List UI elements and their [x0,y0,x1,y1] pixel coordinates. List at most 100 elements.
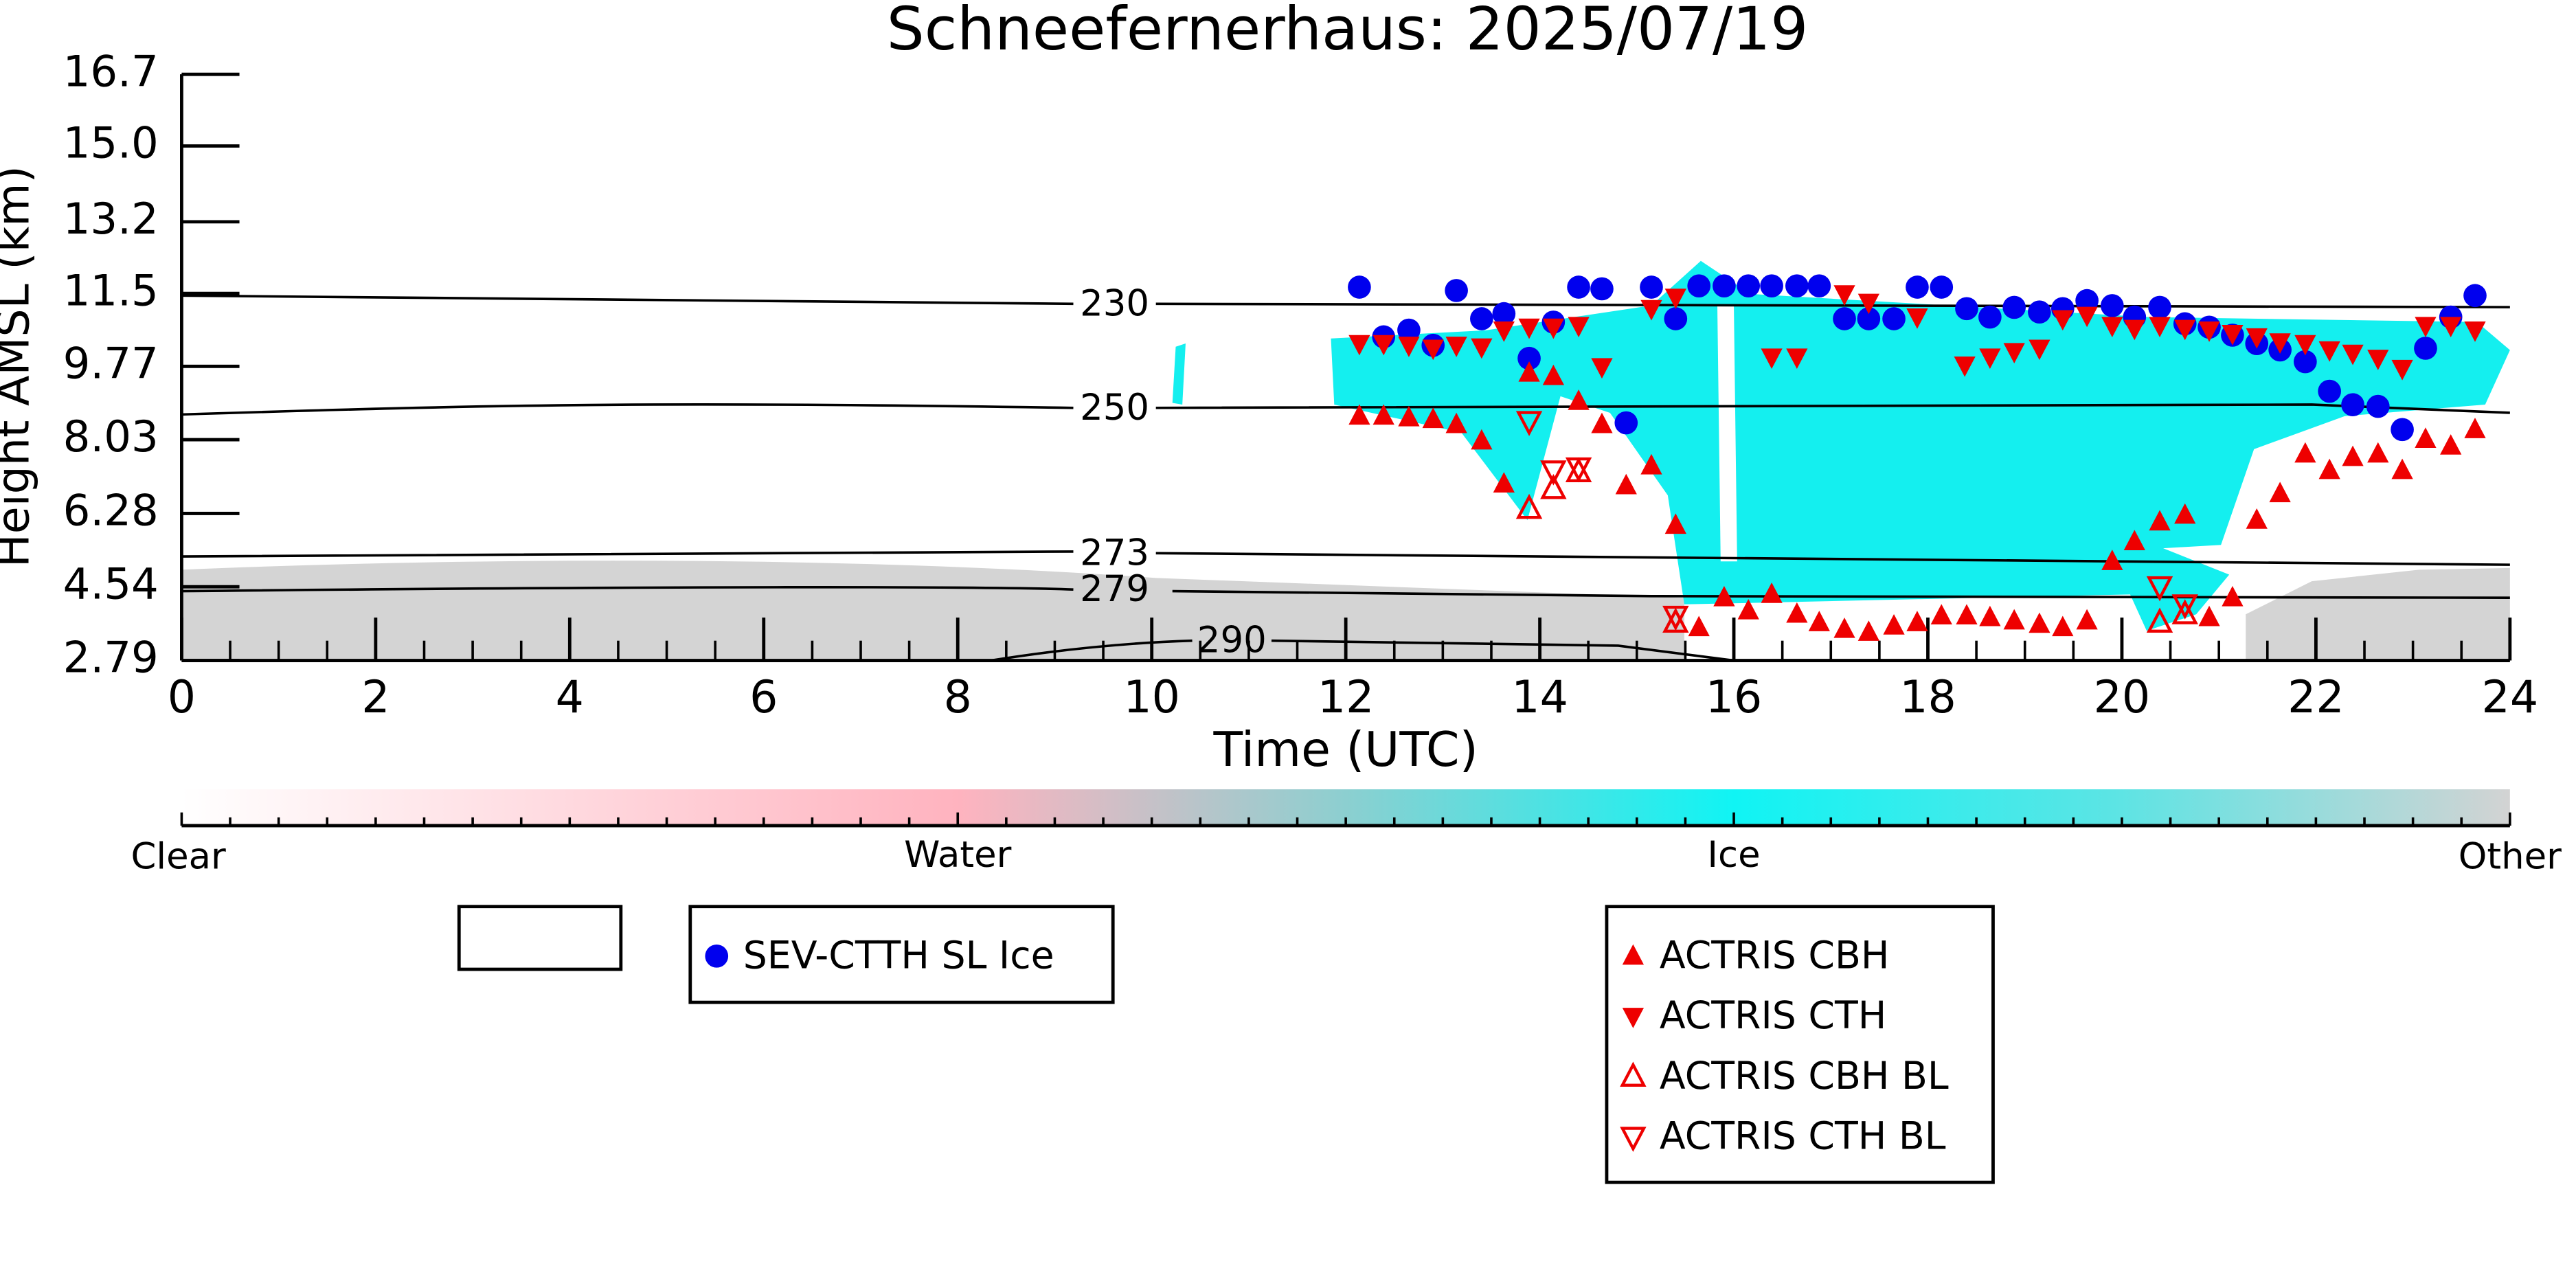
data-point [1565,457,1592,483]
data-point [1348,335,1370,356]
data-point [1517,346,1541,370]
data-point [2440,434,2462,455]
data-point [1397,318,1421,342]
data-point [1398,337,1420,357]
data-point [2029,339,2050,361]
contour-label: 273 [1080,532,1149,574]
data-point [1515,493,1543,519]
data-point [1906,308,1928,329]
data-point [1857,307,1881,330]
data-point [2174,503,2196,524]
data-point [1883,614,1905,635]
x-tick-label: 12 [1318,672,1375,723]
data-point [1713,585,1735,607]
x-tick-label: 14 [1511,672,1568,723]
legend-label: ACTRIS CBH BL [1660,1054,1949,1098]
data-point [1518,361,1540,382]
data-point [1568,389,1590,410]
data-point [1956,604,1978,625]
legend-marker [1622,1008,1645,1028]
data-point [2294,335,2316,356]
data-point [1640,300,1662,321]
legend-box [1605,905,1995,1184]
data-point [1857,293,1879,315]
y-tick-label: 6.28 [63,486,159,536]
data-point [1542,318,1564,339]
contour-line [181,550,2510,566]
data-point [2198,605,2220,626]
data-point [1930,275,1954,299]
data-point [2123,319,2145,341]
data-point [1471,338,1493,359]
data-point [2391,418,2414,442]
data-point [2100,294,2124,317]
data-point [1591,358,1613,379]
data-point [2146,607,2173,633]
x-tick-label: 6 [749,672,778,723]
other-region [2246,567,2510,661]
data-point [1737,598,1759,620]
data-point [1737,274,1761,297]
data-point [1518,318,1540,339]
y-tick-label: 16.7 [63,46,159,96]
data-point [2318,379,2341,403]
x-tick-label: 22 [2287,672,2345,723]
data-point [2003,343,2025,364]
ice-region [1172,343,1186,405]
data-point [1493,321,1515,342]
data-point [2463,284,2487,308]
data-point [2440,317,2462,338]
legend-marker [1622,944,1645,965]
data-point [2414,337,2437,360]
data-point [1348,275,1371,299]
data-point [2171,599,2198,624]
data-point [2075,289,2099,313]
data-point [2028,300,2051,324]
data-point [2246,328,2268,349]
contour-line [181,403,2510,416]
data-point [1930,604,1952,625]
data-point [2076,306,2098,328]
data-point [2222,324,2244,346]
data-point [2123,530,2145,551]
data-point [1591,412,1613,433]
data-point [1664,513,1686,534]
ice-region [1331,260,2510,631]
data-point [1662,607,1689,633]
data-point [2391,458,2413,479]
data-point [1372,404,1394,425]
legend-box [688,905,1115,1004]
contour-label: 250 [1080,387,1149,429]
data-point [2029,612,2050,633]
data-point [2269,333,2291,354]
data-point [1760,274,1783,297]
colorbar-label: Ice [1707,834,1760,876]
x-tick-label: 20 [2094,672,2151,723]
x-tick-label: 24 [2482,672,2539,723]
data-point [1540,474,1567,499]
data-point [1615,473,1637,495]
other-region [181,561,1684,661]
data-point [1882,307,1906,330]
data-point [1590,277,1614,301]
data-point [1445,337,1467,357]
data-point [2342,344,2364,365]
contour-label: 290 [1197,620,1267,662]
data-point [2222,585,2244,607]
data-point [1786,348,1808,370]
data-point [1761,583,1783,603]
data-point [1398,405,1420,427]
data-point [1688,615,1710,637]
x-tick-label: 10 [1123,672,1180,723]
y-axis-label: Height AMSL (km) [0,166,40,567]
legend-marker [1620,1127,1647,1152]
data-point [2002,295,2026,319]
contour-label: 230 [1080,282,1149,324]
data-point [2101,317,2123,338]
data-point [1640,275,1663,299]
data-point [2415,317,2437,338]
data-point [1614,411,1638,435]
data-point [2367,442,2389,463]
